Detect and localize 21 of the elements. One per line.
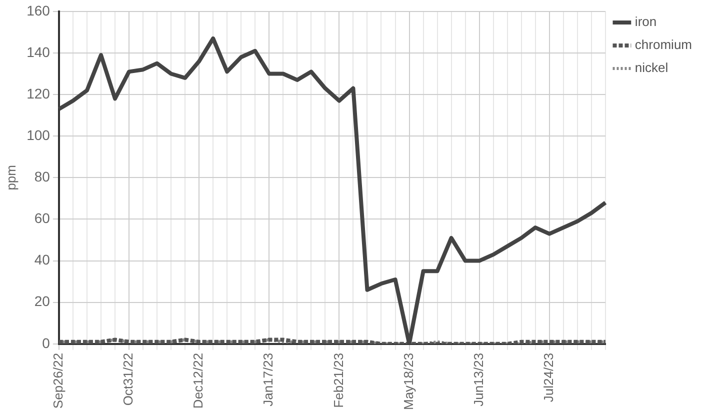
x-tick-label: Feb21/23 (330, 352, 346, 408)
x-tick-label: Jun13/23 (470, 352, 486, 406)
x-tick-label: May18/23 (400, 352, 416, 410)
y-tick-label: 80 (34, 168, 50, 185)
x-tick-label: Jan17/23 (260, 352, 276, 406)
y-tick-label: 120 (26, 85, 50, 102)
y-axis-title: ppm (3, 165, 18, 190)
legend-label: nickel (634, 60, 668, 76)
x-tick-label: Oct31/22 (120, 352, 136, 406)
x-tick-label: Jul24/23 (540, 352, 556, 402)
x-tick-label: Dec12/22 (190, 352, 206, 409)
y-tick-label: 160 (26, 2, 50, 18)
legend-label: chromium (634, 37, 692, 52)
legend-label: iron (634, 14, 657, 30)
y-tick-label: 40 (34, 252, 50, 268)
y-tick-label: 20 (34, 293, 50, 310)
y-tick-label: 140 (26, 44, 50, 60)
y-tick-label: 60 (34, 210, 50, 226)
y-tick-label: 100 (26, 126, 50, 143)
y-tick-label: 0 (42, 334, 50, 351)
x-tick-label: Sep26/22 (50, 352, 66, 409)
